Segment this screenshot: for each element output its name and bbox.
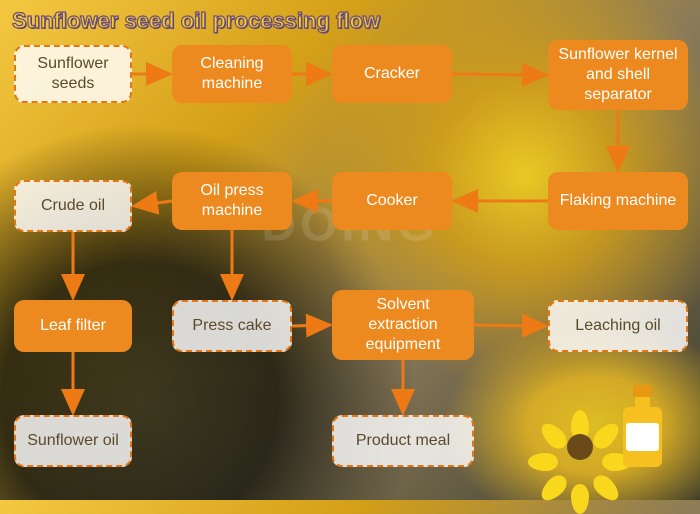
node-press: Oil press machine	[172, 172, 292, 230]
node-meal: Product meal	[332, 415, 474, 467]
node-leaf: Leaf filter	[14, 300, 132, 352]
node-separator: Sunflower kernel and shell separator	[548, 40, 688, 110]
node-cracker: Cracker	[332, 45, 452, 103]
oil-bottle-decoration	[615, 385, 670, 475]
node-leaching: Leaching oil	[548, 300, 688, 352]
node-crude: Crude oil	[14, 180, 132, 232]
node-sunoil: Sunflower oil	[14, 415, 132, 467]
diagram-title: Sunflower seed oil processing flow	[12, 8, 380, 34]
node-cake: Press cake	[172, 300, 292, 352]
node-flaking: Flaking machine	[548, 172, 688, 230]
node-solvent: Solvent extraction equipment	[332, 290, 474, 360]
sunflower-decoration	[545, 412, 615, 482]
node-cooker: Cooker	[332, 172, 452, 230]
node-seeds: Sunflower seeds	[14, 45, 132, 103]
node-cleaning: Cleaning machine	[172, 45, 292, 103]
